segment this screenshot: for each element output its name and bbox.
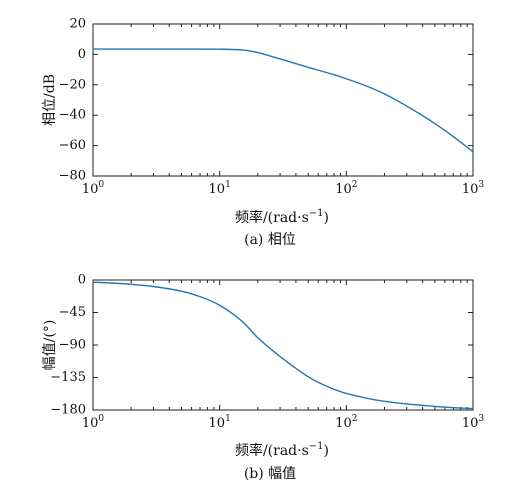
xtick-label-base: 10 xyxy=(462,182,479,197)
xtick-label-base: 10 xyxy=(209,416,226,431)
xtick-label-exponent: 0 xyxy=(98,414,104,424)
chart-a-xlabel-close: ) xyxy=(324,210,329,226)
xtick-label-base: 10 xyxy=(462,416,479,431)
chart-b-ytick-label: −135 xyxy=(50,370,86,385)
chart-a-ytick-label: −20 xyxy=(59,77,86,92)
chart-b-xlabel-sup: −1 xyxy=(309,441,324,452)
chart-b-xtick-label: 102 xyxy=(335,414,357,431)
chart-b-ytick-label: −90 xyxy=(59,338,86,353)
chart-b-ytick-label: −45 xyxy=(59,305,86,320)
chart-a-ylabel: 相位/dB xyxy=(42,74,58,126)
chart-b-plot-frame xyxy=(92,279,474,411)
chart-b-xlabel: 频率/(rad·s−1) xyxy=(235,441,329,459)
chart-b-ytick-label: 0 xyxy=(78,273,86,288)
xtick-label-base: 10 xyxy=(82,416,99,431)
chart-b-ylabel: 幅值/(°) xyxy=(42,320,58,371)
chart-a-ticks xyxy=(92,23,474,177)
xtick-label-exponent: 3 xyxy=(478,180,484,190)
xtick-label-base: 10 xyxy=(82,182,99,197)
chart-b-xtick-label: 101 xyxy=(209,414,231,431)
chart-b-ticks xyxy=(92,279,474,411)
chart-a-ytick-label: −40 xyxy=(59,108,86,123)
xtick-label-exponent: 1 xyxy=(225,180,231,190)
chart-a-ytick-label: 0 xyxy=(78,47,86,62)
xtick-label-exponent: 2 xyxy=(352,180,358,190)
chart-b-xlabel-close: ) xyxy=(324,443,329,459)
chart-b-ytick-label: −180 xyxy=(50,403,86,418)
xtick-label-base: 10 xyxy=(335,416,352,431)
xtick-label-exponent: 1 xyxy=(225,414,231,424)
chart-b-series-line xyxy=(92,281,474,410)
xtick-label-base: 10 xyxy=(209,182,226,197)
chart-a-plot-frame xyxy=(92,23,474,177)
chart-a-xtick-label: 102 xyxy=(335,180,357,197)
chart-b-xlabel-text: 频率/(rad·s xyxy=(235,442,309,459)
chart-a-ytick-label: −60 xyxy=(59,138,86,153)
xtick-label-base: 10 xyxy=(335,182,352,197)
chart-a-ytick-label: −80 xyxy=(59,169,86,184)
xtick-label-exponent: 0 xyxy=(98,180,104,190)
chart-a-xtick-label: 101 xyxy=(209,180,231,197)
xtick-label-exponent: 3 xyxy=(478,414,484,424)
chart-b-caption: (b) 幅值 xyxy=(244,466,296,482)
chart-b-xtick-label: 100 xyxy=(82,414,105,431)
xtick-label-exponent: 2 xyxy=(352,414,358,424)
chart-a-caption: (a) 相位 xyxy=(244,232,296,248)
chart-a-xlabel-text: 频率/(rad·s xyxy=(235,209,309,226)
chart-a-ytick-label: 20 xyxy=(69,17,86,32)
chart-b-xtick-label: 103 xyxy=(462,414,485,431)
chart-a-xtick-label: 100 xyxy=(82,180,105,197)
chart-a-series-line xyxy=(93,48,474,153)
chart-a-xlabel: 频率/(rad·s−1) xyxy=(235,208,329,226)
chart-a-xlabel-sup: −1 xyxy=(309,208,324,219)
chart-a-xtick-label: 103 xyxy=(462,180,485,197)
